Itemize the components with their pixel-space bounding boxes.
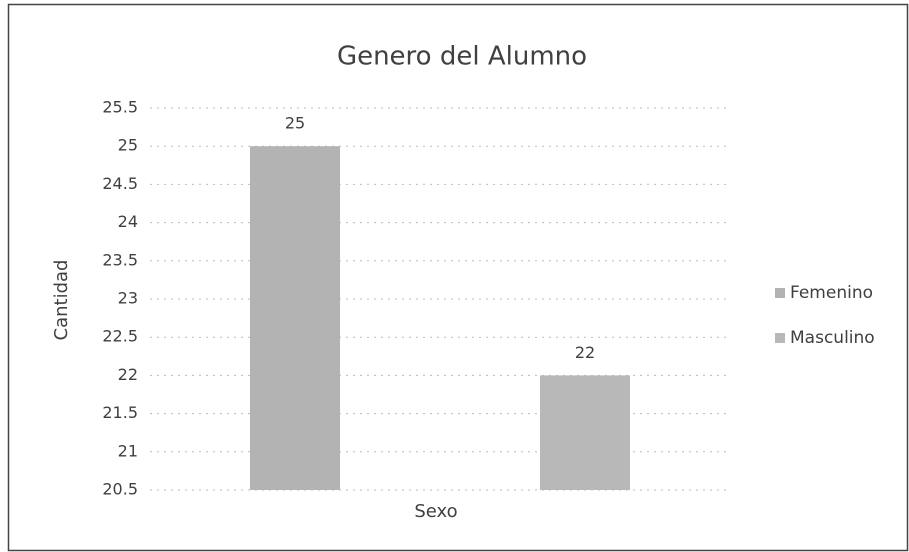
y-tick-label: 25.5 bbox=[102, 98, 138, 117]
y-tick-label: 21 bbox=[118, 441, 138, 460]
data-label: 22 bbox=[575, 343, 595, 362]
y-tick-label: 23.5 bbox=[102, 250, 138, 269]
y-tick-label: 25 bbox=[118, 136, 138, 155]
x-axis-title: Sexo bbox=[414, 501, 457, 522]
bar bbox=[250, 146, 340, 490]
legend-swatch bbox=[775, 288, 785, 298]
y-tick-label: 24 bbox=[118, 212, 138, 231]
legend-swatch bbox=[775, 333, 785, 343]
data-label: 25 bbox=[285, 114, 305, 133]
chart-frame bbox=[7, 3, 909, 552]
bar bbox=[540, 375, 630, 490]
y-tick-label: 23 bbox=[118, 289, 138, 308]
y-tick-label: 22.5 bbox=[102, 327, 138, 346]
legend-label: Masculino bbox=[790, 328, 875, 348]
y-axis-title: Cantidad bbox=[51, 260, 72, 341]
y-tick-label: 21.5 bbox=[102, 403, 138, 422]
y-tick-label: 20.5 bbox=[102, 480, 138, 499]
legend-label: Femenino bbox=[790, 283, 873, 303]
chart-title: Genero del Alumno bbox=[337, 42, 587, 72]
y-tick-label: 24.5 bbox=[102, 174, 138, 193]
y-tick-label: 22 bbox=[118, 365, 138, 384]
